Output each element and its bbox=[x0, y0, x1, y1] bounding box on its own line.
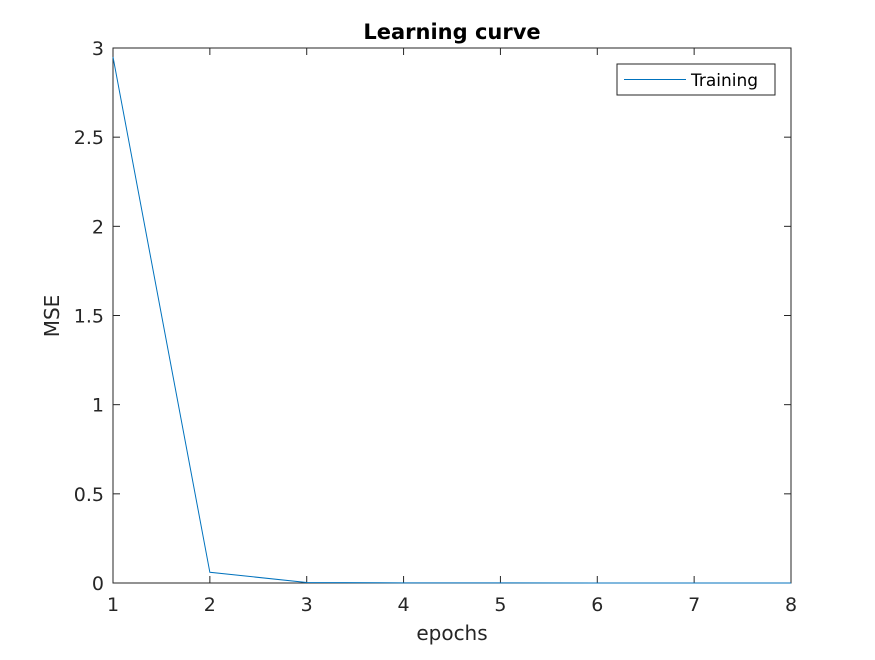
x-tick-label: 5 bbox=[494, 594, 506, 616]
plot-area: 1 2 3 4 5 6 7 8 0 0.5 1 1.5 2 2.5 3 bbox=[74, 38, 797, 616]
y-axis-label: MSE bbox=[40, 295, 64, 338]
y-tick-label: 2 bbox=[92, 216, 104, 238]
series-layer bbox=[112, 56, 792, 584]
axes-box bbox=[112, 47, 792, 584]
series-line-training bbox=[112, 56, 792, 584]
x-tick-label: 2 bbox=[204, 594, 216, 616]
legend-label-training: Training bbox=[690, 71, 758, 91]
y-tick-label: 1.5 bbox=[74, 306, 104, 328]
x-axis-ticks bbox=[112, 48, 792, 583]
legend: Training bbox=[616, 63, 776, 96]
x-tick-label: 8 bbox=[785, 594, 797, 616]
x-tick-label: 6 bbox=[591, 594, 603, 616]
y-tick-label: 0 bbox=[92, 573, 104, 595]
x-tick-label: 3 bbox=[301, 594, 313, 616]
y-tick-label: 0.5 bbox=[74, 484, 104, 506]
x-axis-tick-labels: 1 2 3 4 5 6 7 8 bbox=[107, 594, 797, 616]
y-tick-label: 3 bbox=[92, 38, 104, 60]
x-tick-label: 4 bbox=[398, 594, 410, 616]
x-tick-label: 1 bbox=[107, 594, 119, 616]
chart-title: Learning curve bbox=[363, 20, 540, 44]
y-tick-label: 1 bbox=[92, 395, 104, 417]
y-axis-tick-labels: 0 0.5 1 1.5 2 2.5 3 bbox=[74, 38, 104, 595]
x-axis-label: epochs bbox=[416, 621, 487, 645]
y-tick-label: 2.5 bbox=[74, 127, 104, 149]
x-tick-label: 7 bbox=[688, 594, 700, 616]
